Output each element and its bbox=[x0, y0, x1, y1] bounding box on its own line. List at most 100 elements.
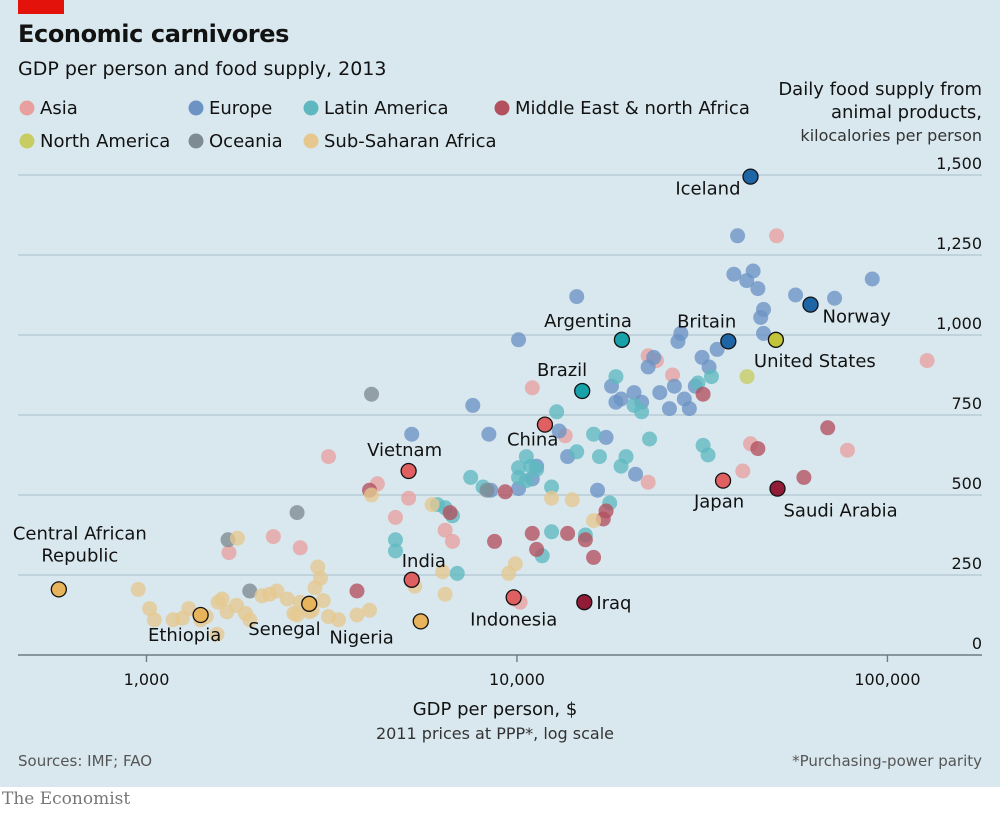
highlight-point bbox=[613, 331, 631, 348]
data-point-latam bbox=[690, 375, 706, 391]
chart-title: Economic carnivores bbox=[18, 20, 290, 48]
data-point-asia bbox=[665, 367, 681, 383]
y-tick-label: 750 bbox=[951, 394, 982, 413]
y-axis-title-line2: animal products, bbox=[830, 102, 982, 123]
data-point-latam bbox=[387, 532, 403, 548]
data-point-ssa bbox=[331, 612, 347, 628]
data-point-latam bbox=[549, 404, 565, 420]
data-point-ssa bbox=[364, 487, 380, 503]
publisher-credit: The Economist bbox=[2, 789, 131, 809]
data-point-ssa bbox=[349, 607, 365, 623]
data-point-asia bbox=[265, 529, 281, 545]
data-point-mena bbox=[750, 441, 766, 457]
data-point-mena bbox=[820, 420, 836, 436]
data-point-ssa bbox=[315, 593, 331, 609]
highlight-point bbox=[714, 472, 732, 489]
data-point-ssa bbox=[242, 612, 258, 628]
data-point-ssa bbox=[313, 570, 329, 586]
data-point-latam bbox=[529, 461, 545, 477]
data-point-latam bbox=[544, 479, 560, 495]
point-label-saudi-arabia: Saudi Arabia bbox=[784, 501, 898, 522]
data-point-latam bbox=[569, 444, 585, 460]
brand-bar bbox=[18, 0, 64, 14]
legend-swatch-latam bbox=[303, 100, 319, 116]
data-point-asia bbox=[221, 545, 237, 561]
y-tick-label: 1,000 bbox=[936, 314, 982, 333]
data-point-asia bbox=[292, 540, 308, 556]
data-point-ssa bbox=[209, 626, 225, 642]
data-point-asia bbox=[524, 380, 540, 396]
legend-swatch-ssa bbox=[303, 133, 319, 149]
data-point-europe bbox=[569, 289, 585, 305]
data-point-mena bbox=[497, 484, 513, 500]
data-point-asia bbox=[401, 490, 417, 506]
legend-label-latam: Latin America bbox=[324, 98, 449, 119]
legend-swatch-europe bbox=[188, 100, 204, 116]
data-point-europe bbox=[661, 401, 677, 417]
data-point-europe bbox=[864, 271, 880, 287]
data-point-mena bbox=[349, 583, 365, 599]
data-point-mena bbox=[796, 469, 812, 485]
y-tick-label: 250 bbox=[951, 554, 982, 573]
data-point-ssa bbox=[146, 612, 162, 628]
highlight-point bbox=[403, 571, 420, 588]
point-label-britain: Britain bbox=[677, 311, 736, 332]
data-point-mena bbox=[577, 532, 593, 548]
data-point-europe bbox=[465, 397, 481, 413]
data-point-mena bbox=[524, 525, 540, 541]
highlight-point bbox=[301, 595, 318, 612]
data-point-mena bbox=[586, 549, 602, 565]
data-point-ssa bbox=[279, 591, 295, 607]
highlight-point bbox=[742, 168, 759, 185]
data-point-latam bbox=[511, 460, 527, 476]
y-tick-label: 1,250 bbox=[936, 234, 982, 253]
data-point-ssa bbox=[362, 602, 378, 618]
highlight-point bbox=[412, 613, 429, 630]
point-label-vietnam: Vietnam bbox=[367, 440, 442, 461]
y-axis-unit: kilocalories per person bbox=[800, 126, 982, 145]
data-point-latam bbox=[586, 426, 602, 442]
point-label-ethiopia: Ethiopia bbox=[148, 625, 221, 646]
point-label-norway: Norway bbox=[823, 307, 892, 328]
legend-label-europe: Europe bbox=[209, 98, 272, 119]
data-point-ssa bbox=[424, 497, 440, 513]
data-point-europe bbox=[551, 423, 567, 439]
data-point-asia bbox=[321, 449, 337, 465]
point-label-senegal: Senegal bbox=[248, 619, 320, 640]
data-point-mena bbox=[487, 533, 503, 549]
data-point-europe bbox=[750, 281, 766, 297]
data-point-europe bbox=[628, 466, 644, 482]
data-point-europe bbox=[827, 290, 843, 306]
data-point-ssa bbox=[564, 492, 580, 508]
point-label-nigeria: Nigeria bbox=[329, 627, 393, 648]
data-point-latam bbox=[387, 543, 403, 559]
data-point-europe bbox=[481, 426, 497, 442]
data-point-europe bbox=[404, 426, 420, 442]
data-point-asia bbox=[387, 509, 403, 525]
data-point-oceania bbox=[242, 583, 258, 599]
data-point-latam bbox=[608, 369, 624, 385]
data-point-asia bbox=[769, 228, 785, 244]
data-point-mena bbox=[560, 525, 576, 541]
y-axis-title-line1: Daily food supply from bbox=[778, 79, 982, 100]
highlight-point bbox=[192, 606, 209, 624]
data-point-latam bbox=[449, 565, 465, 581]
legend-swatch-asia bbox=[19, 100, 35, 116]
highlight-point bbox=[576, 594, 593, 611]
data-point-ssa bbox=[310, 559, 326, 575]
data-point-latam bbox=[634, 404, 650, 420]
data-point-latam bbox=[518, 473, 534, 489]
data-point-europe bbox=[652, 385, 668, 401]
legend-label-mena: Middle East & north Africa bbox=[515, 98, 750, 119]
highlight-point bbox=[50, 581, 67, 598]
data-point-latam bbox=[463, 469, 479, 485]
data-point-ssa bbox=[229, 530, 245, 546]
legend-label-oceania: Oceania bbox=[209, 131, 283, 152]
data-point-latam bbox=[544, 524, 560, 540]
data-point-asia bbox=[437, 522, 453, 538]
point-label-central-african-republic: Central African Republic bbox=[13, 523, 147, 566]
x-tick-label: 1,000 bbox=[124, 670, 170, 689]
point-label-iceland: Iceland bbox=[675, 179, 740, 200]
highlight-point bbox=[802, 296, 819, 313]
point-label-indonesia: Indonesia bbox=[470, 609, 557, 630]
